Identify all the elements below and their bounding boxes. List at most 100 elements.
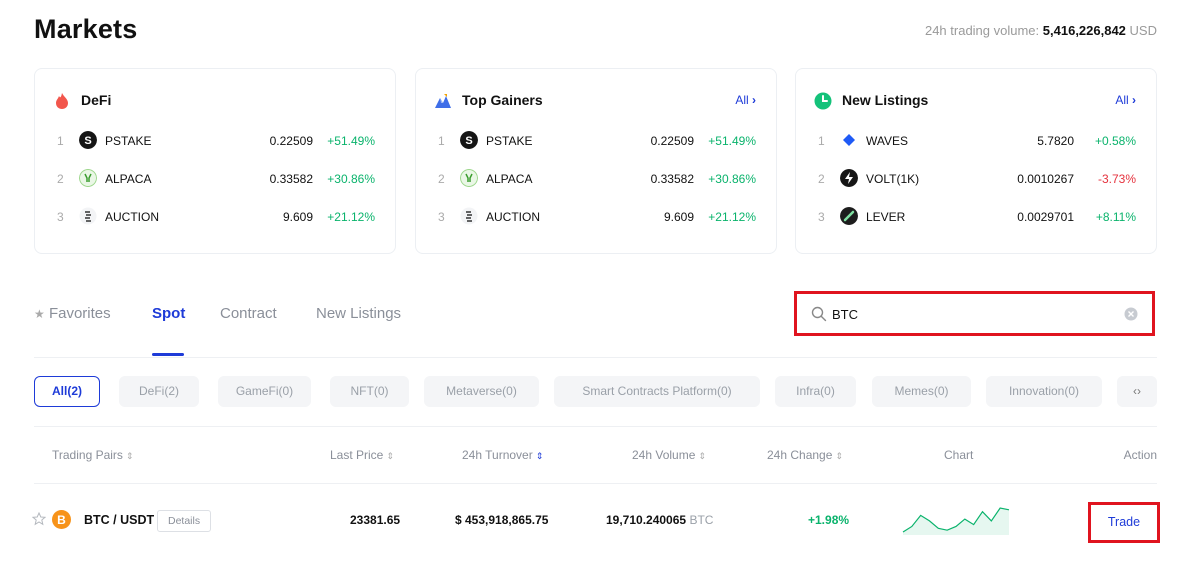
pstake-coin-icon: S [460, 131, 478, 149]
card-header: DeFi [53, 91, 375, 111]
card-top-gainers: Top Gainers All › 1 S PSTAKE 0.22509 +51… [415, 68, 777, 254]
header-turnover[interactable]: 24h Turnover ⇕ [462, 448, 544, 462]
chip-metaverse[interactable]: Metaverse(0) [424, 376, 539, 407]
rank: 2 [57, 172, 64, 186]
card-row[interactable]: 1 S PSTAKE 0.22509 +51.49% [57, 131, 375, 151]
header-action: Action [1123, 448, 1157, 462]
divider [34, 426, 1157, 427]
rank: 3 [57, 210, 64, 224]
header-chart: Chart [944, 448, 974, 462]
chip-all[interactable]: All(2) [34, 376, 100, 407]
header-volume[interactable]: 24h Volume ⇕ [632, 448, 706, 462]
card-row[interactable]: 3 LEVER 0.0029701 +8.11% [818, 207, 1136, 227]
search-input[interactable] [832, 303, 1112, 325]
sort-icon: ⇕ [125, 451, 134, 461]
card-row[interactable]: 2 ALPACA 0.33582 +30.86% [57, 169, 375, 189]
sort-icon: ⇕ [698, 451, 706, 461]
svg-text:B: B [57, 513, 66, 527]
mountain-icon [435, 94, 451, 108]
symbol: AUCTION [105, 210, 159, 224]
symbol: ALPACA [486, 172, 533, 186]
sort-icon: ⇕ [386, 451, 394, 461]
all-link[interactable]: All › [735, 93, 756, 107]
card-header: Top Gainers All › [434, 91, 756, 111]
price: 0.33582 [269, 172, 313, 186]
change: +21.12% [327, 210, 375, 224]
change: +30.86% [327, 172, 375, 186]
symbol: VOLT(1K) [866, 172, 920, 186]
sparkline-line [902, 507, 1010, 533]
all-link[interactable]: All › [1115, 93, 1136, 107]
card-row[interactable]: 1 S PSTAKE 0.22509 +51.49% [438, 131, 756, 151]
change: +1.98% [808, 513, 850, 527]
star-icon[interactable] [32, 512, 46, 526]
trade-button[interactable]: Trade [1107, 515, 1141, 529]
chevron-left-icon[interactable]: ‹ [1133, 384, 1137, 398]
chip-infra[interactable]: Infra(0) [775, 376, 856, 407]
tab-new-listings[interactable]: New Listings [316, 305, 402, 322]
page-header: Markets 24h trading volume: 5,416,226,84… [34, 14, 1157, 50]
trading-pair[interactable]: BTC / USDT [84, 513, 155, 527]
card-title: Top Gainers [462, 92, 543, 108]
header-change[interactable]: 24h Change ⇕ [767, 448, 843, 462]
card-row[interactable]: 2 ALPACA 0.33582 +30.86% [438, 169, 756, 189]
svg-text:S: S [84, 135, 91, 147]
rank: 1 [818, 134, 825, 148]
clock-icon [814, 92, 832, 110]
change: +30.86% [708, 172, 756, 186]
header-last-price[interactable]: Last Price ⇕ [330, 448, 394, 462]
chip-gamefi[interactable]: GameFi(0) [218, 376, 311, 407]
volume-unit: BTC [689, 513, 714, 527]
chip-defi[interactable]: DeFi(2) [119, 376, 199, 407]
category-filters: All(2) DeFi(2) GameFi(0) NFT(0) Metavers… [34, 376, 1157, 408]
chip-scroll-arrows[interactable]: ‹› [1117, 376, 1157, 407]
auction-coin-icon [79, 207, 97, 225]
tab-favorites[interactable]: ★ Favorites [34, 305, 111, 322]
symbol: PSTAKE [105, 134, 152, 148]
bitcoin-icon: B [52, 510, 71, 529]
price: 9.609 [663, 210, 694, 224]
volume-value: 19,710.240065 [606, 513, 687, 527]
price: 0.22509 [269, 134, 313, 148]
sparkline-area [903, 508, 1009, 535]
market-tabs: ★ Favorites Spot Contract New Listings [34, 300, 634, 360]
symbol: ALPACA [105, 172, 152, 186]
change: +0.58% [1094, 134, 1136, 148]
waves-coin-icon [843, 134, 855, 146]
chip-innovation[interactable]: Innovation(0) [986, 376, 1102, 407]
search-box[interactable] [794, 291, 1155, 336]
chevron-right-icon[interactable]: › [1137, 384, 1141, 398]
flame-icon [56, 93, 68, 109]
table-row[interactable]: B BTC / USDT Details 23381.65 $ 453,918,… [32, 500, 1160, 546]
details-button[interactable]: Details [157, 510, 212, 532]
change: +21.12% [708, 210, 756, 224]
change: +51.49% [708, 134, 756, 148]
volume-unit: USD [1129, 23, 1157, 38]
header-trading-pairs[interactable]: Trading Pairs ⇕ [52, 448, 134, 462]
price: 0.22509 [650, 134, 694, 148]
volume-value: 5,416,226,842 [1042, 23, 1126, 38]
clear-icon[interactable] [1124, 307, 1138, 321]
symbol: LEVER [866, 210, 906, 224]
card-row[interactable]: 2 VOLT(1K) 0.0010267 -3.73% [818, 169, 1136, 189]
symbol: AUCTION [486, 210, 540, 224]
chip-memes[interactable]: Memes(0) [872, 376, 971, 407]
trading-volume: 24h trading volume: 5,416,226,842 USD [925, 23, 1157, 38]
rank: 1 [438, 134, 445, 148]
price: 0.0010267 [1017, 172, 1074, 186]
card-row[interactable]: 3 AUCTION 9.609 +21.12% [438, 207, 756, 227]
last-price: 23381.65 [350, 513, 401, 527]
tab-spot[interactable]: Spot [152, 305, 186, 322]
chip-smart-contracts[interactable]: Smart Contracts Platform(0) [554, 376, 760, 407]
chip-nft[interactable]: NFT(0) [330, 376, 409, 407]
alpaca-coin-icon [460, 169, 478, 187]
change: -3.73% [1097, 172, 1136, 186]
volume: 19,710.240065 BTC [606, 513, 713, 527]
sort-icon: ⇕ [835, 451, 843, 461]
card-row[interactable]: 1 WAVES 5.7820 +0.58% [818, 131, 1136, 151]
turnover: $ 453,918,865.75 [455, 513, 549, 527]
tab-contract[interactable]: Contract [220, 305, 277, 322]
rank: 3 [818, 210, 825, 224]
volt-coin-icon [840, 169, 858, 187]
card-row[interactable]: 3 AUCTION 9.609 +21.12% [57, 207, 375, 227]
